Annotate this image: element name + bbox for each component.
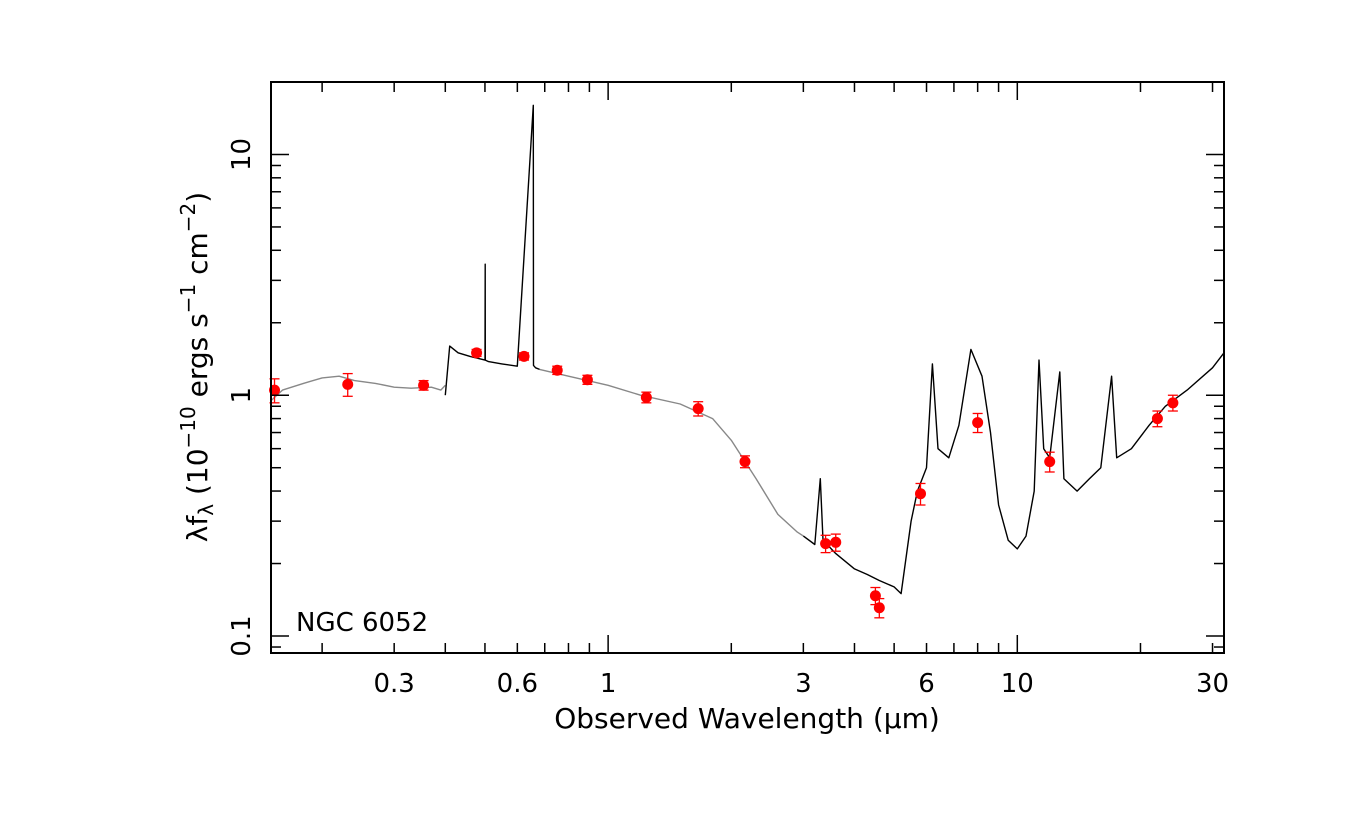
data-point [692,401,704,417]
plot-frame [270,81,1225,654]
data-point-marker [1167,397,1179,409]
data-point-marker [1044,456,1056,468]
y-tick-label: 0.1 [227,615,257,656]
data-point [1151,410,1163,428]
data-point-marker [518,350,530,362]
x-axis-title: Observed Wavelength (μm) [554,702,940,735]
data-point-marker [581,374,593,386]
model-sed-line [270,375,446,402]
data-point [1044,451,1056,473]
axis-ticks [271,81,1224,653]
y-axis-title-part3: cm [181,232,214,284]
data-point [915,482,927,506]
data-point [1167,394,1179,412]
data-point [581,374,593,386]
tick-labels: 0.3 0.6 1 3 6 10 30 0.1 1 10 [227,138,1229,699]
y-axis-title-suffix: ) [181,192,214,203]
data-point-marker [418,379,430,391]
y-axis-title-sup2: −1 [176,284,200,313]
spectrum-lines [270,104,1225,595]
data-point [739,455,751,469]
x-tick-label: 0.3 [373,669,414,699]
data-point-marker [551,364,563,376]
data-point [640,391,652,404]
x-tick-label: 1 [600,669,617,699]
y-axis-title-sup1: −10 [176,406,200,448]
y-axis-title-part2: ergs s [181,313,214,406]
data-point [418,379,430,391]
x-tick-label: 10 [1001,669,1034,699]
data-point-marker [820,538,832,550]
data-point-marker [1151,413,1163,425]
y-axis-title-part1: (10 [181,448,214,503]
data-point-marker [915,488,927,500]
y-axis-title: λfλ (10−10 ergs s−1 cm−2) [176,192,218,542]
data-point [471,347,483,359]
data-point [518,350,530,362]
x-tick-label: 0.6 [497,669,538,699]
ir-spectrum-line [802,348,1225,595]
x-tick-label: 6 [918,669,935,699]
data-point [873,597,885,619]
data-point-marker [739,456,751,468]
y-tick-label: 10 [227,138,257,171]
data-point [342,372,354,397]
y-axis-title-prefix: λf [181,515,214,543]
data-point-marker [692,403,704,415]
optical-spectrum-line [444,104,540,396]
data-point-marker [972,417,984,429]
galaxy-name-annotation: NGC 6052 [296,608,428,638]
data-point-marker [342,378,354,390]
model-sed-nir-line [539,368,804,537]
data-point-marker [640,391,652,403]
data-point [551,364,563,376]
data-point [972,412,984,434]
data-point-marker [830,536,842,548]
x-tick-label: 3 [795,669,812,699]
data-point-marker [873,602,885,614]
data-point [820,534,832,554]
data-point-marker [471,347,483,359]
y-tick-label: 1 [227,387,257,404]
y-axis-title-sup3: −2 [176,203,200,232]
photometry-points [269,347,1179,619]
x-tick-label: 30 [1196,669,1229,699]
data-point [830,533,842,552]
y-axis-title-subscript: λ [194,504,218,516]
